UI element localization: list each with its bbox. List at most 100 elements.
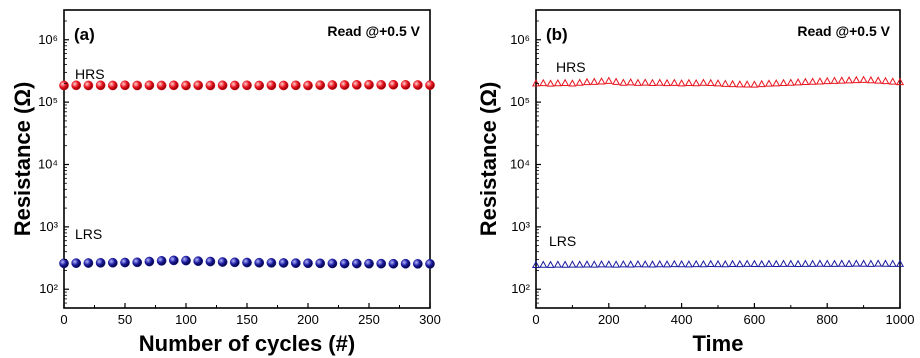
panel-b-hrs-point bbox=[633, 78, 642, 86]
panel-a-lrs-point bbox=[107, 257, 118, 268]
panel-a-lrs-point bbox=[181, 255, 191, 266]
panel-b: 0 200 400 600 800 1000 10² 10³ 10⁴ 10⁵ 10⁶ (b) Rea… bbox=[476, 9, 915, 356]
panel-b-hrs-point bbox=[655, 78, 664, 86]
panel-b-hrs-point bbox=[641, 78, 650, 86]
panel-a-xlabel: Number of cycles (#) bbox=[139, 331, 355, 356]
panel-a-xtick-label: 100 bbox=[175, 312, 197, 327]
panel-b-hrs-point bbox=[779, 78, 788, 87]
panel-b-lrs-point bbox=[713, 259, 723, 268]
panel-a-axes: 0 50 100 150 200 250 300 10² 10³ 10⁴ 10⁵ 10⁶ bbox=[38, 9, 441, 327]
panel-b-lrs-point bbox=[757, 259, 766, 268]
panel-a-lrs-point bbox=[327, 258, 338, 269]
panel-a-hrs-label: HRS bbox=[75, 66, 105, 82]
panel-a-xtick-label: 0 bbox=[60, 312, 67, 327]
panel-b-hrs-point bbox=[808, 77, 817, 85]
panel-a-hrs-point bbox=[217, 80, 228, 91]
panel-a-lrs-point bbox=[83, 258, 94, 268]
panel-b-hrs-point bbox=[801, 77, 810, 85]
panel-a-hrs-point bbox=[351, 80, 362, 90]
panel-b-lrs-point bbox=[823, 259, 832, 267]
panel-b-hrs-point bbox=[604, 76, 613, 84]
panel-b-hrs-point bbox=[597, 77, 606, 85]
panel-b-hrs-point bbox=[677, 79, 686, 87]
panel-a-hrs-point bbox=[144, 80, 155, 91]
panel-b-hrs-point bbox=[612, 77, 621, 85]
panel-b-lrs-point bbox=[721, 259, 730, 268]
panel-b-hrs-point bbox=[670, 78, 679, 86]
panel-a-lrs-point bbox=[71, 258, 82, 268]
panel-b-xtick-label: 1000 bbox=[886, 312, 915, 327]
panel-b-hrs-point bbox=[539, 78, 548, 87]
panel-a-xtick-label: 250 bbox=[358, 312, 380, 327]
panel-b-lrs-point bbox=[568, 260, 577, 268]
panel-b-hrs-point bbox=[692, 78, 701, 87]
panel-a-xtick-label: 150 bbox=[236, 312, 258, 327]
panel-b-lrs-point bbox=[815, 259, 824, 267]
panel-a-ylabel: Resistance (Ω) bbox=[10, 82, 35, 237]
panel-b-hrs-point bbox=[830, 76, 839, 84]
panel-b-lrs-point bbox=[837, 259, 846, 267]
panel-a-hrs-point bbox=[290, 80, 301, 91]
panel-b-lrs-label: LRS bbox=[549, 233, 576, 249]
panel-b-hrs-point bbox=[728, 79, 737, 88]
panel-b-hrs-point bbox=[764, 79, 774, 87]
panel-a-annotation: Read @+0.5 V bbox=[327, 23, 420, 39]
panel-b-lrs-point bbox=[692, 259, 701, 268]
panel-b-lrs-point bbox=[859, 259, 868, 267]
panel-a-hrs-point bbox=[376, 80, 387, 90]
panel-b-lrs-point bbox=[786, 259, 795, 267]
panel-b-hrs-point bbox=[815, 77, 824, 85]
panel-b-lrs-point bbox=[830, 259, 839, 267]
panel-a: 0 50 100 150 200 250 300 10² 10³ 10⁴ 10⁵ 10⁶ (a) Re… bbox=[10, 9, 441, 356]
panel-b-lrs-point bbox=[561, 260, 570, 268]
panel-b-lrs-point bbox=[662, 260, 672, 268]
panel-a-hrs-point bbox=[229, 80, 240, 91]
panel-b-annotation: Read @+0.5 V bbox=[797, 23, 890, 39]
panel-b-lrs-point bbox=[590, 260, 599, 268]
panel-a-hrs-point bbox=[132, 80, 143, 91]
panel-a-ytick-label: 10³ bbox=[39, 219, 58, 234]
panel-a-ytick-label: 10⁶ bbox=[38, 32, 58, 47]
panel-b-hrs-point bbox=[888, 77, 897, 85]
panel-b-hrs-point bbox=[699, 78, 708, 86]
panel-a-hrs-point bbox=[364, 79, 374, 90]
panel-a-lrs-point bbox=[364, 258, 374, 269]
panel-b-ytick-label: 10⁶ bbox=[510, 32, 530, 47]
panel-b-lrs-point bbox=[553, 260, 562, 268]
panel-b-lrs-point bbox=[655, 259, 664, 268]
panel-b-xtick-label: 200 bbox=[598, 312, 620, 327]
panel-a-hrs-point bbox=[205, 80, 216, 91]
panel-b-lrs-point bbox=[888, 259, 897, 267]
panel-b-hrs-point bbox=[772, 79, 781, 87]
panel-b-ytick-label: 10⁵ bbox=[510, 94, 530, 109]
panel-b-hrs-point bbox=[881, 76, 890, 85]
panel-b-lrs-point bbox=[699, 259, 708, 268]
panel-a-lrs-point bbox=[388, 258, 399, 269]
panel-b-hrs-point bbox=[561, 78, 570, 87]
panel-a-hrs-point bbox=[107, 80, 118, 91]
panel-b-lrs-point bbox=[539, 260, 548, 268]
panel-b-ylabel: Resistance (Ω) bbox=[476, 82, 501, 237]
panel-b-lrs-point bbox=[597, 260, 606, 268]
panel-a-lrs-point bbox=[95, 257, 106, 268]
panel-b-lrs-point bbox=[808, 259, 817, 267]
panel-a-hrs-point bbox=[412, 80, 423, 90]
panel-b-hrs-point bbox=[757, 79, 766, 88]
panel-a-lrs-point bbox=[168, 255, 179, 266]
panel-a-lrs-point bbox=[229, 257, 240, 268]
panel-a-xtick-label: 200 bbox=[297, 312, 319, 327]
panel-a-hrs-point bbox=[388, 79, 399, 90]
panel-b-hrs-point bbox=[794, 78, 803, 86]
panel-b-lrs-point bbox=[743, 259, 752, 267]
panel-b-xtick-label: 600 bbox=[744, 312, 766, 327]
panel-b-lrs-point bbox=[779, 259, 788, 267]
panel-b-hrs-point bbox=[713, 79, 723, 87]
panel-b-ytick-label: 10² bbox=[511, 281, 530, 296]
panel-b-lrs-point bbox=[641, 260, 650, 268]
panel-b-lrs-point bbox=[794, 259, 803, 268]
panel-b-lrs-point bbox=[866, 259, 875, 267]
panel-b-hrs-point bbox=[553, 78, 562, 87]
panel-a-lrs-point bbox=[278, 258, 289, 268]
panel-a-lrs-point bbox=[120, 257, 130, 268]
panel-b-lrs-point bbox=[670, 259, 679, 268]
